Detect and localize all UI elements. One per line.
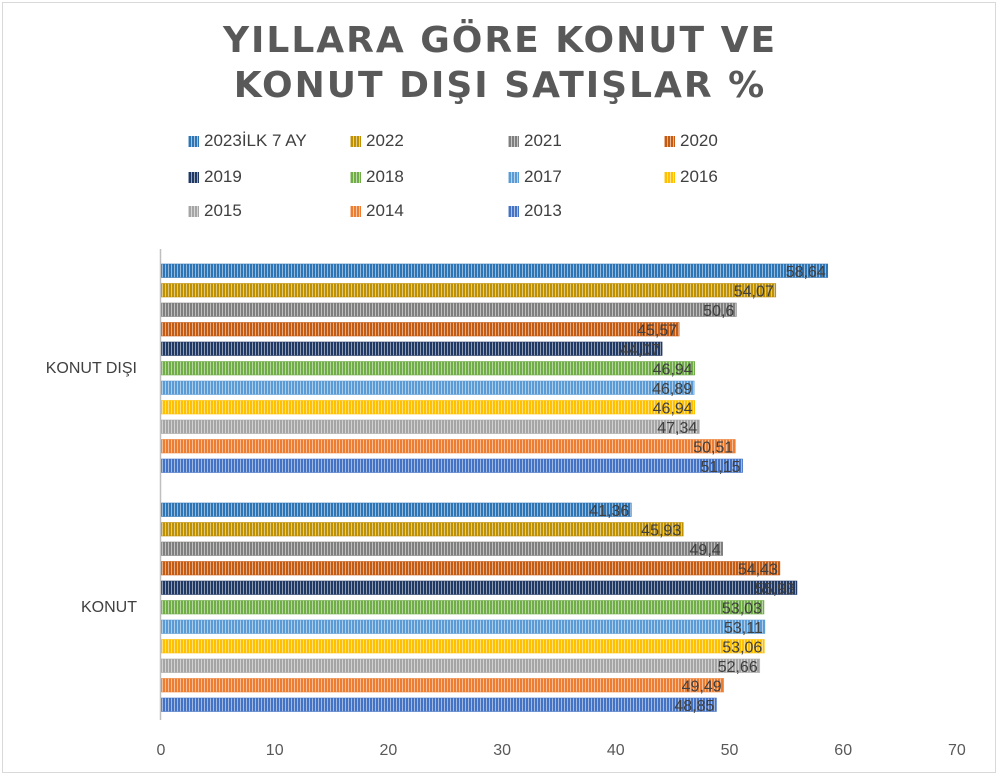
legend-item: 2021 [508,130,562,152]
x-tick-label: 10 [266,742,284,759]
bar-konut-dişi-2021 [160,302,737,317]
legend-label: 2019 [204,167,242,186]
bar-konut-2021 [160,541,723,556]
data-label: 51,15 [701,459,741,476]
bar-konut-2015 [160,658,761,673]
data-label: 53,06 [722,639,762,656]
category-label: KONUT DIŞI [46,360,137,377]
x-tick-label: 50 [721,742,739,759]
legend-label: 2017 [524,167,562,186]
legend-item: 2015 [188,200,242,222]
legend-item: 2014 [350,200,404,222]
bar-konut-dişi-2020 [160,322,680,337]
legend-item: 2018 [350,166,404,188]
chart-title-line-2: KONUT DIŞI SATIŞLAR % [233,65,767,106]
bar-konut-dişi-2013 [160,458,743,473]
category-label: KONUT [81,599,137,616]
chart-title-line-1: YILLARA GÖRE KONUT VE [222,20,778,61]
legend-item: 2023İLK 7 AY [188,130,307,152]
axis-group: KONUT DIŞI KONUT 0 10 20 30 40 50 60 70 [46,249,966,759]
legend-label: 2013 [524,201,562,220]
data-label: 44,07 [620,342,660,359]
data-label: 53,11 [724,620,763,637]
legend-label: 2014 [366,201,404,220]
data-label: 48,85 [674,698,714,715]
legend-item: 2019 [188,166,242,188]
legend-swatch [350,135,361,147]
legend-label: 2015 [204,201,242,220]
data-label: 49,49 [682,678,722,695]
data-label: 46,89 [652,381,692,398]
bar-konut-dişi-2016 [160,400,696,415]
bar-konut-dişi-2018 [160,361,696,376]
data-label: 50,6 [703,303,734,320]
bar-konut-dişi-2023i̇lk-7-ay [160,263,829,278]
legend-swatch [664,135,675,147]
legend-item: 2022 [350,130,404,152]
legend-label: 2020 [680,131,718,150]
bar-konut-dişi-2022 [160,283,777,298]
bar-konut-2023i̇lk-7-ay [160,502,632,517]
x-tick-label: 20 [380,742,398,759]
bar-konut-2022 [160,522,684,537]
legend-swatch [664,171,675,183]
bar-konut-2013 [160,697,717,712]
legend-label: 2016 [680,167,718,186]
data-label: 54,43 [738,561,778,578]
bar-konut-dişi-2019 [160,341,663,356]
data-label: 55,93 [755,581,795,598]
data-label: 45,57 [637,322,677,339]
legend-label: 2021 [524,131,562,150]
bar-konut-2020 [160,561,781,576]
data-label: 53,03 [722,600,762,617]
x-tick-label: 60 [834,742,852,759]
legend-swatch [508,171,519,183]
data-label: 49,4 [690,542,721,559]
data-label: 58,64 [786,264,826,281]
bars-group [160,263,829,712]
bar-konut-2014 [160,678,725,693]
x-tick-label: 40 [607,742,625,759]
bar-konut-dişi-2015 [160,419,700,434]
data-label: 41,36 [589,503,629,520]
bar-konut-2016 [160,639,765,654]
x-tick-label: 70 [948,742,966,759]
data-label: 46,94 [653,361,693,378]
legend-item: 2016 [664,166,718,188]
legend-label: 2022 [366,131,404,150]
legend-swatch [188,205,199,217]
legend-swatch [188,171,199,183]
data-label: 50,51 [693,439,733,456]
legend-swatch [350,171,361,183]
data-label: 52,66 [718,659,758,676]
bar-konut-dişi-2017 [160,380,695,395]
x-tick-label: 0 [157,742,166,759]
data-label: 47,34 [657,420,697,437]
legend-swatch [508,205,519,217]
data-label: 46,94 [653,400,693,417]
legend-item: 2020 [664,130,718,152]
legend-swatch [350,205,361,217]
data-label: 54,07 [734,283,774,300]
legend-label: 2023İLK 7 AY [204,131,307,150]
legend-swatch [508,135,519,147]
legend-label: 2018 [366,167,404,186]
bar-konut-2017 [160,619,766,634]
bar-konut-2019 [160,580,798,595]
legend-swatch [188,135,199,147]
bar-konut-2018 [160,600,765,615]
legend-item: 2013 [508,200,562,222]
legend-item: 2017 [508,166,562,188]
bar-konut-dişi-2014 [160,439,736,454]
x-tick-label: 30 [493,742,511,759]
chart-title: YILLARA GÖRE KONUT VE KONUT DIŞI SATIŞLA… [0,18,1000,108]
data-label: 45,93 [641,522,681,539]
